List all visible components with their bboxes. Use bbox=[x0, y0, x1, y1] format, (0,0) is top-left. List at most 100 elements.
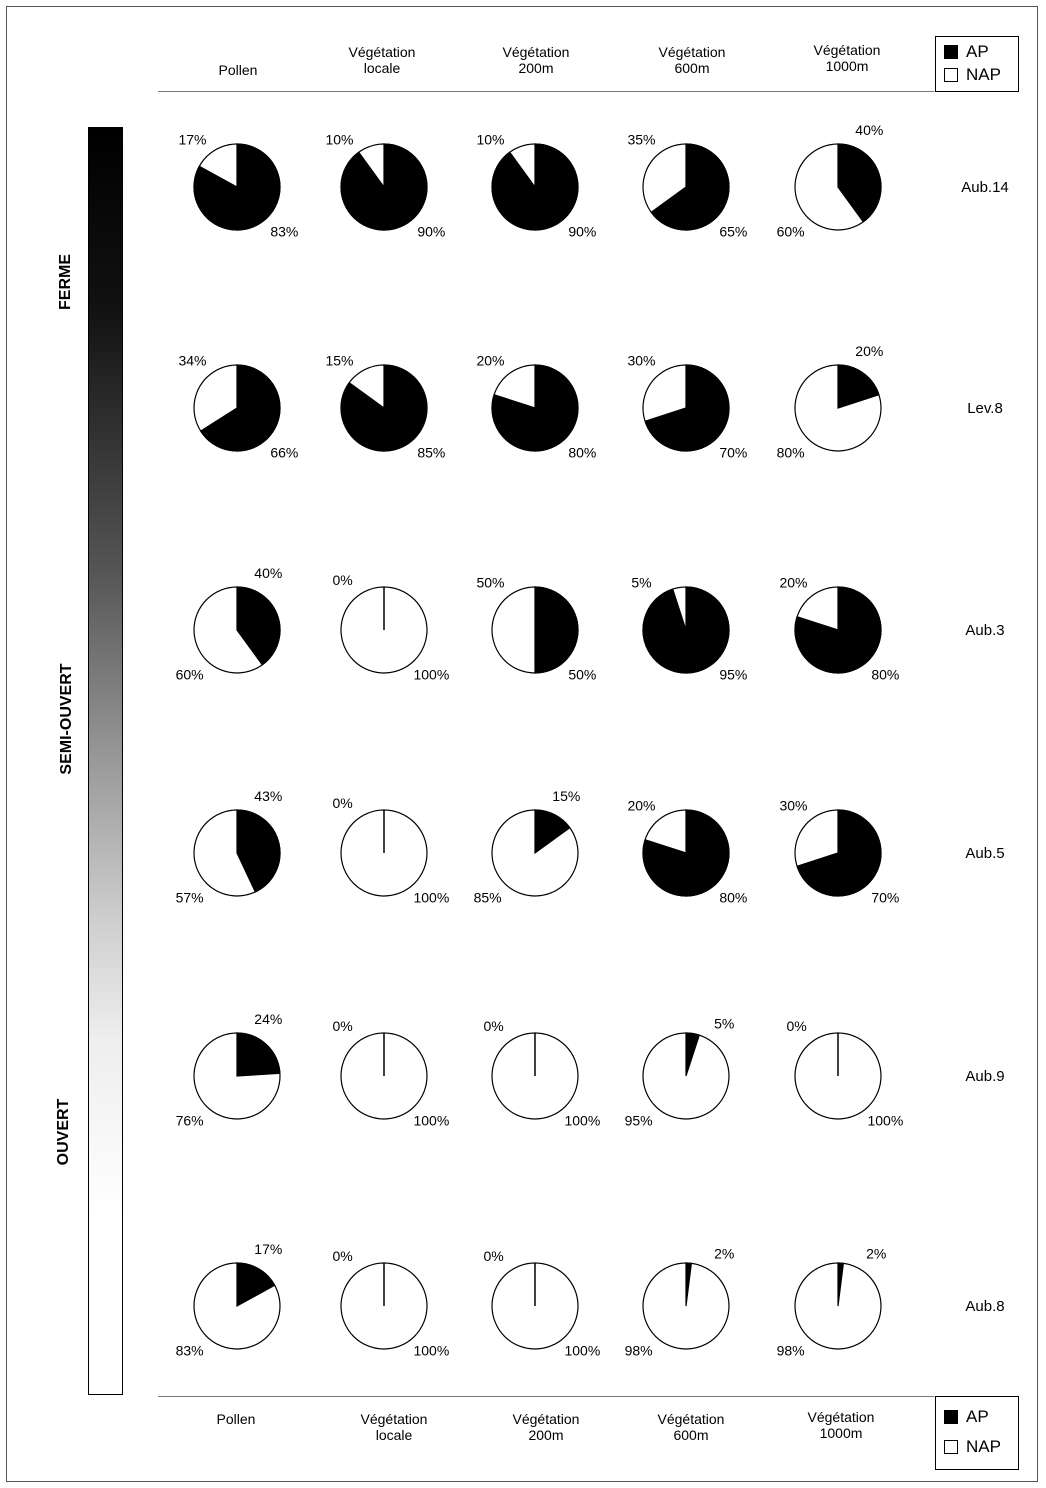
ap-value-label: 90% bbox=[417, 223, 445, 239]
ap-value-label: 80% bbox=[871, 666, 899, 682]
nap-value-label: 35% bbox=[627, 132, 655, 148]
nap-value-label: 85% bbox=[474, 889, 502, 905]
pie bbox=[794, 809, 882, 897]
pie bbox=[193, 1262, 281, 1350]
column-head-200m-bottom: Végétation 200m bbox=[512, 1411, 580, 1443]
pie bbox=[193, 809, 281, 897]
nap-value-label: 20% bbox=[476, 353, 504, 369]
legend-item-ap: AP bbox=[944, 1407, 989, 1427]
ap-value-label: 85% bbox=[417, 444, 445, 460]
pie bbox=[491, 1262, 579, 1350]
pie bbox=[794, 1262, 882, 1350]
column-head-200m-top: Végétation 200m bbox=[502, 44, 570, 76]
site-label: Aub.3 bbox=[965, 622, 1004, 639]
openness-gradient-bar bbox=[88, 127, 123, 1395]
pie bbox=[340, 1262, 428, 1350]
nap-value-label: 57% bbox=[176, 889, 204, 905]
pie bbox=[642, 1032, 730, 1120]
pie-ap-slice bbox=[837, 364, 880, 409]
nap-value-label: 76% bbox=[176, 1112, 204, 1128]
ap-value-label: 65% bbox=[719, 223, 747, 239]
pie bbox=[193, 1032, 281, 1120]
figure-frame bbox=[6, 6, 1038, 1482]
pie bbox=[340, 364, 428, 452]
column-head-600m-bottom: Végétation 600m bbox=[657, 1411, 725, 1443]
nap-value-label: 34% bbox=[178, 353, 206, 369]
ap-value-label: 80% bbox=[568, 444, 596, 460]
nap-value-label: 60% bbox=[176, 666, 204, 682]
pie-ap-slice bbox=[340, 143, 428, 231]
legend-item-ap: AP bbox=[944, 42, 989, 62]
ap-value-label: 15% bbox=[552, 788, 580, 804]
pie bbox=[794, 364, 882, 452]
pie bbox=[642, 809, 730, 897]
site-label: Aub.9 bbox=[965, 1068, 1004, 1085]
pie bbox=[794, 586, 882, 674]
ap-value-label: 0% bbox=[332, 572, 352, 588]
pie-ap-slice bbox=[642, 586, 730, 674]
ap-value-label: 0% bbox=[483, 1018, 503, 1034]
ap-value-label: 0% bbox=[483, 1248, 503, 1264]
ap-value-label: 43% bbox=[254, 788, 282, 804]
ap-swatch bbox=[944, 1410, 958, 1424]
ap-value-label: 2% bbox=[866, 1245, 886, 1261]
ap-value-label: 0% bbox=[332, 1248, 352, 1264]
legend-bottom: AP NAP bbox=[935, 1396, 1019, 1470]
nap-value-label: 50% bbox=[476, 575, 504, 591]
ap-value-label: 70% bbox=[871, 889, 899, 905]
pie-ap-slice bbox=[236, 809, 281, 893]
pie-ap-slice bbox=[534, 809, 571, 855]
nap-value-label: 100% bbox=[867, 1112, 903, 1128]
pie bbox=[642, 1262, 730, 1350]
pie bbox=[794, 1032, 882, 1120]
pie bbox=[193, 364, 281, 452]
nap-value-label: 60% bbox=[777, 223, 805, 239]
pie-ap-slice bbox=[236, 586, 281, 666]
column-head-locale-bottom: Végétation locale bbox=[360, 1411, 428, 1443]
column-head-locale-top: Végétation locale bbox=[348, 44, 416, 76]
pie-ap-slice bbox=[340, 364, 428, 452]
pie bbox=[193, 586, 281, 674]
ap-value-label: 90% bbox=[568, 223, 596, 239]
pie-ap-slice bbox=[644, 364, 730, 452]
nap-value-label: 95% bbox=[625, 1112, 653, 1128]
nap-value-label: 98% bbox=[625, 1342, 653, 1358]
pie-ap-slice bbox=[491, 364, 579, 452]
pie-ap-slice bbox=[642, 809, 730, 897]
pie-ap-slice bbox=[837, 143, 882, 223]
pie-ap-slice bbox=[685, 1032, 701, 1077]
ap-value-label: 20% bbox=[855, 343, 883, 359]
column-head-1000m-top: Végétation 1000m bbox=[813, 42, 881, 74]
column-head-1000m-bottom: Végétation 1000m bbox=[807, 1409, 875, 1441]
pie-ap-slice bbox=[236, 1032, 281, 1077]
ap-value-label: 5% bbox=[714, 1015, 734, 1031]
ap-value-label: 0% bbox=[786, 1018, 806, 1034]
nap-value-label: 10% bbox=[476, 132, 504, 148]
nap-value-label: 5% bbox=[631, 575, 651, 591]
nap-value-label: 30% bbox=[627, 353, 655, 369]
column-head-pollen-bottom: Pollen bbox=[216, 1411, 256, 1427]
pie bbox=[642, 586, 730, 674]
header-rule-bottom bbox=[158, 1396, 934, 1397]
pie bbox=[491, 1032, 579, 1120]
pie-ap-slice bbox=[794, 586, 882, 674]
header-rule-top bbox=[158, 91, 934, 92]
legend-top: AP NAP bbox=[935, 36, 1019, 92]
pie bbox=[340, 809, 428, 897]
pie bbox=[491, 809, 579, 897]
pie-ap-slice bbox=[193, 143, 281, 231]
nap-swatch bbox=[944, 1440, 958, 1454]
nap-value-label: 100% bbox=[564, 1342, 600, 1358]
site-label: Aub.8 bbox=[965, 1298, 1004, 1315]
nap-value-label: 10% bbox=[325, 132, 353, 148]
nap-value-label: 30% bbox=[779, 798, 807, 814]
column-head-pollen-top: Pollen bbox=[218, 62, 258, 78]
pie bbox=[491, 143, 579, 231]
site-label: Aub.14 bbox=[961, 179, 1009, 196]
column-head-600m-top: Végétation 600m bbox=[658, 44, 726, 76]
ap-value-label: 24% bbox=[254, 1011, 282, 1027]
legend-item-nap: NAP bbox=[944, 65, 1001, 85]
ap-value-label: 95% bbox=[719, 666, 747, 682]
ap-value-label: 17% bbox=[254, 1241, 282, 1257]
ap-value-label: 70% bbox=[719, 444, 747, 460]
